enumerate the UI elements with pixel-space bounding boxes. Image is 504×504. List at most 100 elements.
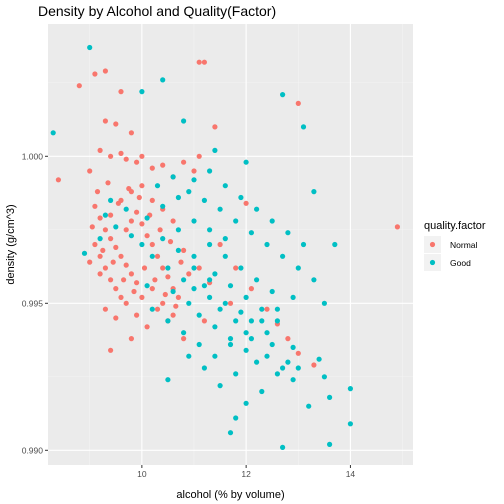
data-point-normal [131, 288, 137, 295]
data-point-normal [152, 277, 158, 283]
data-point-normal [118, 89, 124, 95]
data-point-normal [264, 306, 270, 312]
data-point-normal [128, 218, 134, 224]
data-point-good [254, 277, 260, 283]
data-point-normal [178, 259, 184, 265]
data-point-good [144, 283, 150, 289]
data-point-good [186, 189, 192, 195]
data-point-good [160, 203, 166, 209]
data-point-normal [201, 59, 207, 65]
data-point-normal [100, 247, 106, 253]
data-point-normal [126, 186, 132, 192]
data-point-normal [92, 203, 98, 209]
data-point-normal [102, 68, 108, 74]
data-point-good [238, 265, 244, 271]
data-point-normal [92, 241, 98, 248]
legend-label-good: Good [450, 258, 471, 268]
data-point-good [50, 130, 56, 136]
data-point-good [321, 374, 327, 380]
data-point-good [227, 430, 234, 436]
data-point-good [238, 309, 244, 315]
data-point-normal [128, 336, 134, 342]
data-point-normal [201, 318, 207, 324]
data-point-normal [92, 71, 98, 77]
data-point-normal [108, 347, 114, 353]
data-point-good [181, 330, 187, 336]
data-point-normal [175, 294, 181, 300]
data-point-good [306, 403, 312, 409]
data-point-good [243, 400, 249, 406]
data-point-good [254, 359, 260, 365]
data-point-normal [139, 183, 145, 189]
data-point-good [327, 441, 333, 447]
data-point-good [269, 341, 275, 348]
data-point-normal [118, 150, 124, 156]
data-point-normal [121, 277, 127, 283]
data-point-good [191, 177, 197, 183]
data-point-normal [173, 303, 179, 309]
data-point-good [222, 300, 228, 306]
data-point-normal [149, 197, 155, 203]
data-point-normal [311, 362, 317, 368]
data-point-good [139, 241, 145, 248]
data-point-normal [113, 315, 119, 321]
data-point-good [222, 236, 228, 242]
data-point-good [259, 306, 265, 312]
data-point-normal [227, 300, 234, 306]
data-point-good [290, 377, 296, 383]
data-point-good [170, 288, 176, 295]
data-point-good [274, 318, 280, 324]
data-point-normal [123, 300, 129, 306]
data-point-good [285, 230, 291, 236]
data-point-good [212, 147, 218, 153]
data-point-good [217, 383, 223, 389]
data-point-good [347, 421, 353, 427]
data-point-normal [196, 265, 202, 271]
data-point-good [259, 318, 265, 324]
data-point-normal [139, 294, 145, 300]
data-point-good [207, 277, 213, 283]
data-point-normal [102, 227, 108, 233]
data-point-good [154, 183, 161, 189]
data-point-good [227, 336, 234, 342]
data-point-normal [128, 130, 134, 136]
data-point-good [191, 253, 197, 259]
data-point-normal [102, 306, 108, 312]
data-point-normal [144, 324, 150, 330]
data-point-normal [285, 336, 291, 342]
data-point-normal [233, 265, 239, 271]
data-point-good [280, 444, 286, 450]
data-point-normal [115, 200, 121, 206]
data-point-normal [123, 227, 129, 233]
grid-lines [48, 24, 413, 465]
data-point-good [201, 283, 207, 289]
data-point-good [165, 377, 171, 383]
data-point-good [160, 236, 166, 242]
data-point-good [264, 330, 270, 336]
data-point-good [248, 336, 254, 342]
legend-marker-good [429, 259, 436, 266]
data-point-normal [162, 291, 168, 298]
data-point-normal [123, 156, 129, 162]
data-point-good [207, 241, 213, 248]
data-point-normal [243, 200, 249, 206]
data-point-good [123, 206, 129, 212]
data-point-good [300, 124, 307, 130]
data-point-normal [123, 262, 129, 268]
data-point-normal [108, 236, 114, 242]
chart-title: Density by Alcohol and Quality(Factor) [38, 3, 276, 19]
data-point-normal [154, 253, 161, 259]
data-point-good [170, 174, 176, 180]
data-point-normal [160, 300, 166, 306]
data-point-good [175, 247, 181, 253]
data-point-good [227, 283, 234, 289]
data-point-normal [181, 336, 187, 342]
data-point-good [290, 294, 296, 300]
data-point-good [186, 353, 192, 359]
data-point-normal [118, 253, 124, 259]
data-point-good [280, 92, 286, 98]
data-point-normal [170, 218, 176, 224]
data-point-good [243, 330, 249, 336]
data-point-good [233, 218, 239, 224]
data-point-good [290, 344, 296, 350]
